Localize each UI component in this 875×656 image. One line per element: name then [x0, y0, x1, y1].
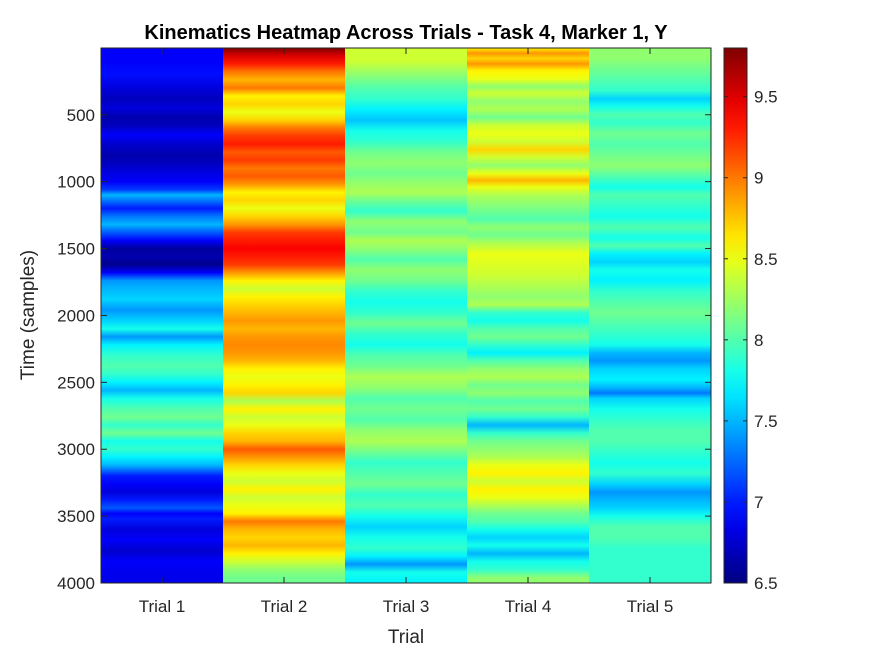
x-tick-label: Trial 5 — [627, 597, 674, 616]
colorbar-ticks: 6.5 7 7.5 8 8.5 9 9.5 — [724, 88, 778, 593]
x-tick-label: Trial 2 — [261, 597, 308, 616]
colorbar — [724, 48, 747, 583]
y-tick-label: 3000 — [57, 440, 95, 459]
y-tick-label: 3500 — [57, 507, 95, 526]
colorbar-tick-label: 8 — [754, 331, 763, 350]
y-tick-label: 2000 — [57, 306, 95, 325]
x-tick-label: Trial 1 — [139, 597, 186, 616]
heatmap-column — [223, 48, 346, 583]
colorbar-tick-label: 6.5 — [754, 574, 778, 593]
colorbar-tick-label: 7.5 — [754, 412, 778, 431]
y-tick-label: 4000 — [57, 574, 95, 593]
x-axis: Trial 1 Trial 2 Trial 3 Trial 4 Trial 5 — [139, 48, 674, 616]
colorbar-tick-label: 9.5 — [754, 88, 778, 107]
x-tick-label: Trial 3 — [383, 597, 430, 616]
y-tick-label: 2500 — [57, 373, 95, 392]
y-axis-label: Time (samples) — [18, 250, 39, 380]
chart-title: Kinematics Heatmap Across Trials - Task … — [144, 22, 668, 44]
heatmap-column — [589, 48, 712, 583]
y-tick-label: 1500 — [57, 240, 95, 259]
heatmap-cells — [101, 48, 712, 583]
heatmap-column — [467, 48, 590, 583]
colorbar-tick-label: 8.5 — [754, 250, 778, 269]
y-tick-label: 500 — [67, 106, 95, 125]
colorbar-tick-label: 7 — [754, 493, 763, 512]
heatmap-column — [101, 48, 224, 583]
heatmap-column — [345, 48, 468, 583]
y-tick-label: 1000 — [57, 173, 95, 192]
y-axis: 500 1000 1500 2000 2500 3000 3500 4000 — [57, 106, 711, 593]
colorbar-frame — [723, 47, 748, 584]
x-tick-label: Trial 4 — [505, 597, 552, 616]
x-axis-label: Trial — [388, 627, 424, 648]
colorbar-tick-label: 9 — [754, 169, 763, 188]
